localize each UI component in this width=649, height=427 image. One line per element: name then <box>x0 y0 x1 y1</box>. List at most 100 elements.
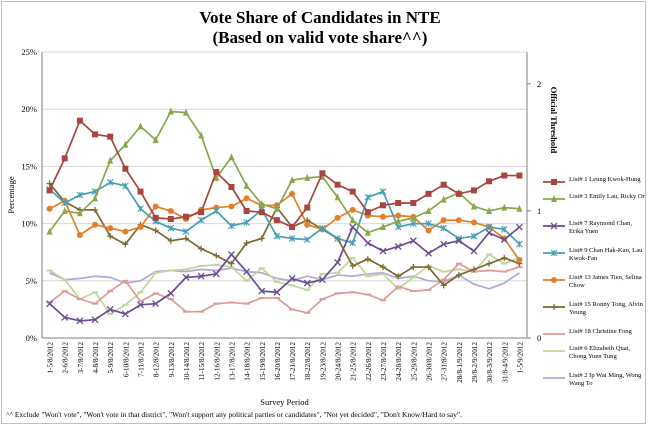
data-point <box>455 262 462 265</box>
data-point <box>486 207 493 215</box>
data-point <box>380 299 387 302</box>
data-point <box>91 316 99 324</box>
data-point <box>349 239 357 247</box>
legend-item: List# 1 Leung Kwok-Hung <box>543 176 647 193</box>
data-point <box>440 270 447 273</box>
x-tick-label: 25-29/8/2012 <box>410 342 418 381</box>
data-point <box>46 180 53 187</box>
data-point <box>394 223 402 231</box>
data-point <box>182 310 189 313</box>
data-point <box>76 298 83 301</box>
legend-item: List# 2 Ip Wai Ming, Wong Wang To <box>543 372 647 399</box>
data-point <box>61 207 68 215</box>
x-tick-label: 8-12/8/2012 <box>153 342 161 378</box>
x-tick-label: 14-18/8/2012 <box>244 342 252 381</box>
x-tick-label: 24-28/8/2012 <box>395 342 403 381</box>
data-point <box>516 204 523 212</box>
data-point <box>137 300 144 303</box>
data-point <box>501 270 508 273</box>
data-point <box>61 155 68 162</box>
x-tick-label: 22-26/8/2012 <box>365 342 373 381</box>
data-point <box>106 305 114 313</box>
data-point <box>228 266 235 269</box>
data-point <box>501 254 508 261</box>
data-point <box>243 302 250 305</box>
legend-swatch <box>543 277 565 283</box>
data-point <box>167 224 175 232</box>
data-point <box>425 220 432 227</box>
data-point <box>273 204 280 212</box>
data-point <box>364 193 372 201</box>
data-point <box>152 203 159 210</box>
legend-swatch-marker <box>550 249 558 257</box>
data-point <box>319 298 326 301</box>
chart-subtitle: (Based on valid vote share^^) <box>212 28 428 47</box>
data-point <box>213 263 220 266</box>
x-tick-label: 12-16/8/2012 <box>213 342 221 381</box>
legend-swatch <box>543 333 565 335</box>
data-point <box>486 178 493 185</box>
data-point <box>213 252 220 259</box>
y-tick-label: 25% <box>21 47 37 57</box>
data-point <box>319 272 326 275</box>
data-point <box>349 291 356 294</box>
data-point <box>486 269 493 272</box>
data-point <box>485 223 493 231</box>
data-point <box>410 200 417 207</box>
legend-swatch <box>543 350 565 352</box>
data-point <box>349 262 356 269</box>
data-point <box>364 228 371 236</box>
data-point <box>243 181 250 189</box>
data-point <box>46 205 53 212</box>
data-point <box>76 232 83 239</box>
data-point <box>516 257 523 264</box>
data-point <box>122 279 129 282</box>
data-point <box>121 310 129 318</box>
y2-tick-label: 2 <box>537 79 541 89</box>
data-point <box>395 287 402 290</box>
data-point <box>516 172 523 179</box>
data-point <box>364 293 371 296</box>
data-point <box>198 131 205 139</box>
legend-item: List# 13 James Tien, Selina Chow <box>543 274 647 301</box>
data-point <box>107 290 114 293</box>
data-point <box>440 240 448 248</box>
data-point <box>304 288 311 291</box>
data-point <box>227 251 235 258</box>
data-point <box>289 176 296 184</box>
data-point <box>304 173 311 181</box>
x-tick-label: 1-5/8/2012 <box>47 342 55 374</box>
legend-label: List# 3 Emily Lau, Ricky Or <box>569 193 645 200</box>
data-point <box>440 282 447 289</box>
data-point <box>152 292 159 295</box>
legend-item: List# 7 Raymond Chan, Erika Yuen <box>543 220 647 247</box>
legend-label: List# 9 Chan Hak-Kan, Lau Kwok-Fan <box>569 247 643 262</box>
series-line <box>48 110 520 234</box>
data-point <box>409 220 417 227</box>
legend-swatch <box>543 195 565 202</box>
data-point <box>122 303 129 306</box>
data-point <box>152 214 159 221</box>
data-point <box>137 291 144 294</box>
data-point <box>470 232 478 240</box>
legend-swatch <box>543 377 565 379</box>
data-point <box>228 301 235 304</box>
data-point <box>455 190 462 197</box>
data-point <box>500 236 508 244</box>
data-point <box>243 279 250 282</box>
x-axis-title: Survey Period <box>260 397 309 407</box>
data-point <box>46 187 53 194</box>
data-point <box>349 216 356 224</box>
data-point <box>501 203 508 211</box>
data-point <box>258 200 265 208</box>
data-point <box>61 290 68 293</box>
data-point <box>228 183 235 190</box>
x-tick-label: 30/8-3/9/2012 <box>486 342 494 383</box>
y-axis-title: Percentage <box>6 176 16 214</box>
x-tick-label: 10-14/8/2012 <box>183 342 191 381</box>
legend-swatch-marker <box>551 195 557 202</box>
data-point <box>213 302 220 305</box>
legend-label: List# 13 James Tien, Selina Chow <box>569 274 642 289</box>
